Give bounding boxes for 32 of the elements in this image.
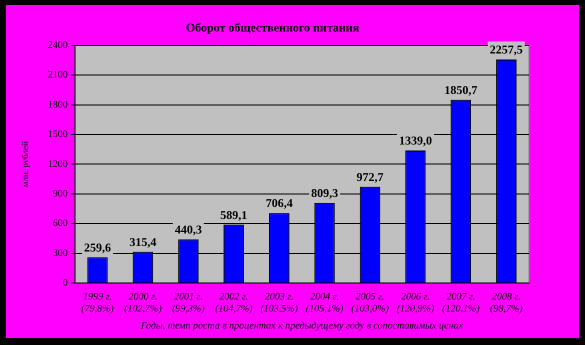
x-tick-label: 2008 г. (98,7%) (490, 292, 524, 315)
data-label: 589,1 (220, 208, 248, 222)
y-tick-label: 1800 (48, 99, 68, 110)
y-tick-label: 1500 (48, 129, 68, 140)
x-tick-label: 1999 г. (79,8%) (81, 292, 114, 315)
data-label: 706,4 (266, 196, 293, 210)
y-tick-label: 2400 (48, 40, 68, 52)
chart-title: Оборот общественного питания (186, 20, 360, 34)
x-tick-label: 2002 г. (104,7%) (215, 292, 254, 315)
x-tick-label: 2007 г. (120,1%) (442, 292, 480, 315)
y-tick-label: 600 (52, 218, 68, 230)
data-label: 440,3 (174, 222, 202, 237)
x-axis-title: Годы, темп роста в процентах к предыдущему году в сопоставимых ценах (140, 320, 464, 332)
data-label: 259,6 (84, 240, 112, 254)
y-tick-label: 2100 (48, 70, 68, 81)
x-tick-label: 2001 г. (99,3%) (172, 292, 206, 315)
data-label: 972,7 (356, 170, 384, 184)
y-tick-label: 0 (62, 278, 68, 289)
data-label: 809,3 (311, 186, 338, 200)
x-tick-label: 2005 г. (103,0%) (351, 292, 390, 315)
y-axis-title: млн. рублей (20, 141, 30, 188)
data-label: 2257,5 (490, 42, 523, 57)
data-label: 315,4 (129, 234, 156, 249)
data-label: 1850,7 (444, 82, 478, 97)
x-tick-label: 2000 г. (102,7%) (124, 292, 162, 315)
y-tick-label: 900 (52, 188, 68, 200)
x-tick-label: 2006 г. (120,9%) (396, 292, 435, 315)
data-label: 1339,0 (398, 134, 432, 148)
y-tick-label: 1200 (48, 158, 68, 170)
x-tick-label: 2004 г. (105,1%) (306, 292, 344, 315)
x-tick-label: 2003 г. (103,5%) (260, 292, 299, 315)
y-tick-label: 300 (52, 248, 68, 259)
